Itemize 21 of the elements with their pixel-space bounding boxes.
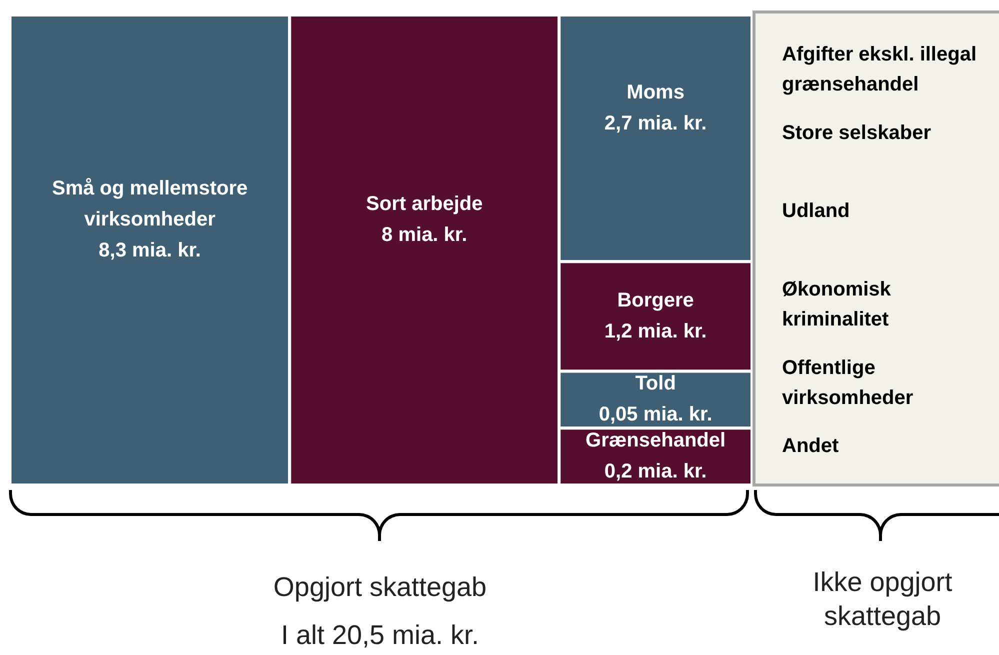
category-label: Moms: [626, 81, 684, 104]
category-label: Økonomisk kriminalitet: [782, 278, 892, 331]
data-label: 8,3 mia. kr.: [98, 240, 201, 262]
category-label: Grænsehandel: [586, 430, 726, 452]
data-label: 0,05 mia. kr.: [598, 404, 712, 426]
category-label: Told: [635, 372, 676, 395]
text: I alt 20,5 mia. kr.: [280, 619, 480, 652]
category-label: Sort arbejde: [366, 193, 483, 216]
category-label: Små og mellemstore virksomheder: [52, 178, 248, 231]
category-label: Afgifter ekskl. illegal grænsehandel: [782, 44, 977, 96]
data-label: 1,2 mia. kr.: [604, 320, 707, 342]
text: Opgjort skattegab: [272, 571, 488, 604]
category-label: Store selskaber: [782, 122, 932, 144]
data-label: 8 mia. kr.: [382, 224, 468, 246]
category-label: Udland: [782, 200, 850, 222]
data-label: 0,2 mia. kr.: [604, 460, 707, 483]
data-label: 2,7 mia. kr.: [604, 112, 707, 134]
text: Ikke opgjort skattegab: [812, 566, 954, 633]
category-label: Offentlige virksomheder: [782, 356, 914, 409]
category-label: Borgere: [617, 289, 694, 312]
category-label: Andet: [782, 435, 839, 458]
